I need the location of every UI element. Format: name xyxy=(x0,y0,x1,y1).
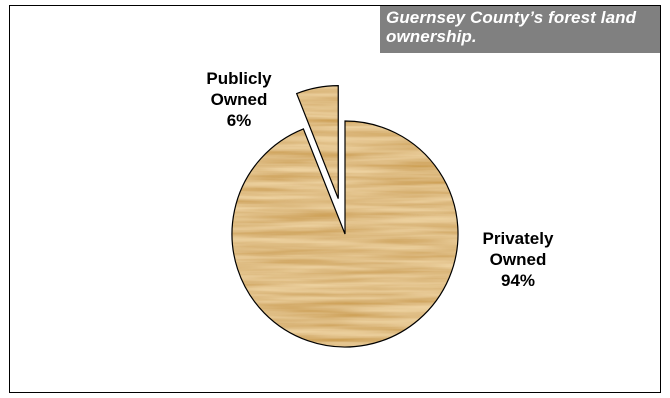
label-privately-owned: Privately Owned 94% xyxy=(483,229,554,290)
pie-slice-privately-owned xyxy=(231,120,459,348)
chart-title: Guernsey County’s forest land ownership. xyxy=(386,8,637,46)
chart-title-box: Guernsey County’s forest land ownership. xyxy=(380,6,660,53)
label-publicly-owned: Publicly Owned 6% xyxy=(206,69,272,130)
